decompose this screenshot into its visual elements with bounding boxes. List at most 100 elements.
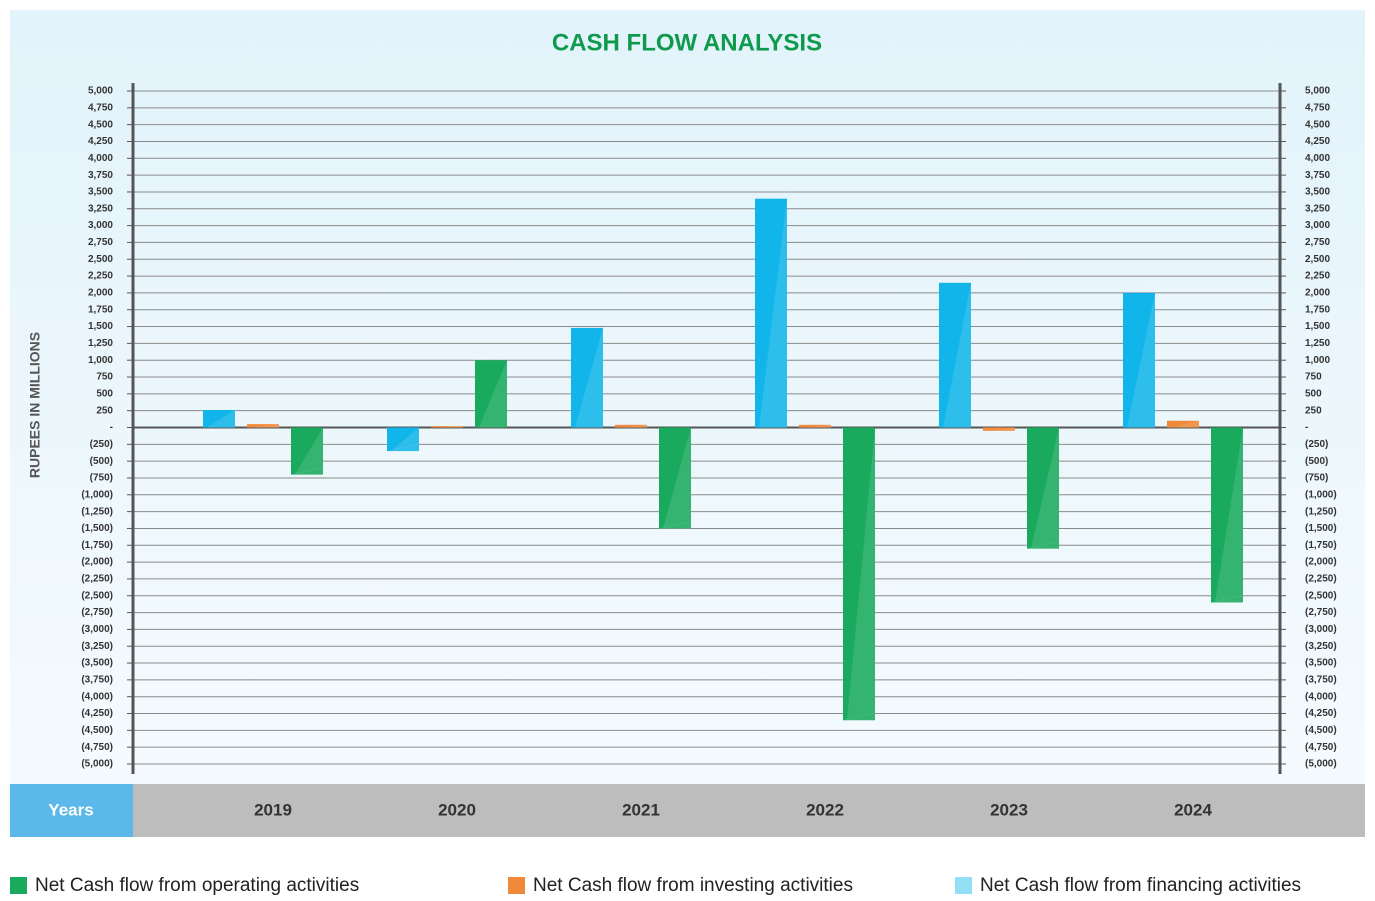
bar-cap [659,520,695,529]
legend-label: Net Cash flow from operating activities [35,875,359,896]
bar-highlight [943,282,971,428]
bar-highlight [619,424,647,428]
y2-tick-label: 4,250 [1305,136,1330,147]
bar-highlight [251,424,279,428]
y-tick-label: 2,250 [88,271,113,282]
x-axis-label: Years [48,800,93,819]
y2-tick-label: (3,500) [1305,658,1337,669]
y-tick-label: (4,750) [81,742,113,753]
y-tick-label: (2,500) [81,590,113,601]
y2-tick-label: 5,000 [1305,86,1330,97]
bar [571,327,603,428]
bar-cap [1211,594,1247,603]
bar-highlight [435,426,463,428]
y-tick-label: 3,500 [88,187,113,198]
x-tick-label: 2019 [254,800,292,819]
legend-swatch [508,877,525,894]
bar-highlight [1031,427,1059,549]
y-tick-label: 2,000 [88,288,113,299]
bar-cap [843,712,879,721]
bar-highlight [803,424,831,428]
y-tick-label: (2,250) [81,574,113,585]
y-tick-label: (3,000) [81,624,113,635]
bar-cap [755,190,791,199]
y-tick-label: 3,750 [88,170,113,181]
y-tick-label: 500 [96,388,113,399]
x-tick-label: 2024 [1174,800,1212,819]
y-tick-label: 4,750 [88,102,113,113]
y2-tick-label: (4,000) [1305,691,1337,702]
bar [203,410,235,428]
bar-cap [939,274,975,283]
legend-label: Net Cash flow from investing activities [533,875,853,896]
legend-swatch [955,877,972,894]
y-tick-label: (250) [90,439,113,450]
y2-tick-label: (4,750) [1305,742,1337,753]
y-tick-label: (1,000) [81,489,113,500]
bar-cap [291,466,327,475]
y-tick-label: (1,250) [81,506,113,517]
y2-tick-label: 2,500 [1305,254,1330,265]
y2-tick-label: 3,750 [1305,170,1330,181]
category-band [133,784,1365,837]
y2-tick-label: 4,000 [1305,153,1330,164]
y-tick-label: (2,750) [81,607,113,618]
y2-tick-label: 1,500 [1305,321,1330,332]
bar [755,198,787,428]
bar-cap [203,402,239,411]
y-tick-label: 1,750 [88,304,113,315]
y-tick-label: 3,000 [88,220,113,231]
bar-cap [431,418,467,427]
y2-tick-label: (250) [1305,439,1328,450]
y2-tick-label: (2,250) [1305,574,1337,585]
bar-highlight [759,198,787,428]
y-tick-label: 2,750 [88,237,113,248]
x-tick-label: 2021 [622,800,660,819]
y2-tick-label: (500) [1305,456,1328,467]
y2-tick-label: (1,750) [1305,540,1337,551]
bar-highlight [987,427,1015,431]
y2-tick-label: (2,750) [1305,607,1337,618]
y-tick-label: (1,500) [81,523,113,534]
bar [431,426,463,428]
y2-tick-label: - [1305,422,1308,433]
y-tick-label: 750 [96,372,113,383]
y2-tick-label: (2,000) [1305,557,1337,568]
bar [1211,427,1243,603]
y-tick-label: 3,250 [88,203,113,214]
bar-cap [1123,284,1159,293]
y2-tick-label: (3,750) [1305,675,1337,686]
y2-tick-label: 750 [1305,372,1322,383]
y-tick-label: (2,000) [81,557,113,568]
y2-tick-label: (1,000) [1305,489,1337,500]
y-tick-label: 1,250 [88,338,113,349]
y2-tick-label: 3,250 [1305,203,1330,214]
bar [799,424,831,428]
y-tick-label: 4,250 [88,136,113,147]
bar-highlight [847,427,875,721]
y2-tick-label: (750) [1305,473,1328,484]
bar [615,424,647,428]
y-tick-label: (3,250) [81,641,113,652]
y2-tick-label: (3,000) [1305,624,1337,635]
chart-title: CASH FLOW ANALYSIS [552,29,822,56]
bar-highlight [1171,420,1199,428]
bar-cap [247,416,283,425]
bar-highlight [1215,427,1243,603]
y-tick-label: (3,750) [81,675,113,686]
bar-cap [571,319,607,328]
legend-swatch [10,877,27,894]
y-tick-label: - [110,422,113,433]
y-tick-label: (500) [90,456,113,467]
bar-cap [1027,540,1063,549]
y-axis-label: RUPEES IN MILLIONS [27,332,43,478]
y-tick-label: (1,750) [81,540,113,551]
bar [247,424,279,428]
bar-highlight [207,410,235,428]
x-tick-label: 2020 [438,800,476,819]
y2-tick-label: 2,750 [1305,237,1330,248]
y2-tick-label: (2,500) [1305,590,1337,601]
y2-tick-label: 500 [1305,388,1322,399]
y2-tick-label: (5,000) [1305,759,1337,770]
bar [843,427,875,721]
